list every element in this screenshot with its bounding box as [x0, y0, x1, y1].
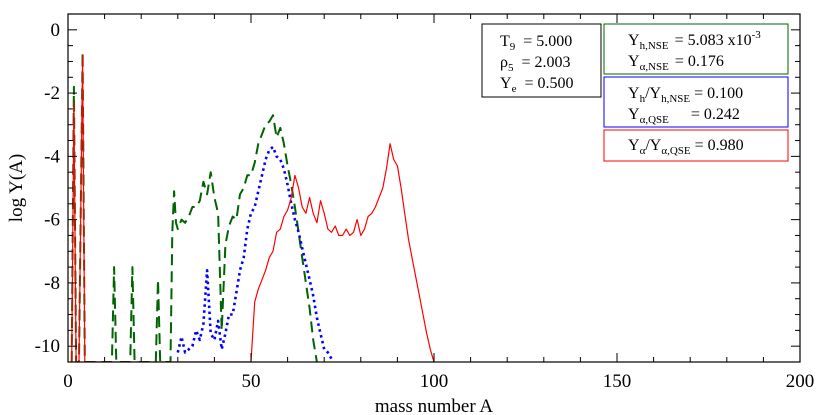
series-line-long-dash: [70, 51, 318, 362]
legend-qse-line-2: Yα,QSE = 0.242: [628, 106, 740, 126]
y-tick-label: -4: [44, 146, 60, 167]
legend-nse-line-1: Yh,NSE = 5.083 x10-3: [628, 29, 761, 52]
x-tick-label: 50: [242, 371, 261, 392]
y-tick-label: 0: [51, 20, 61, 41]
legend-box-qse: Yh/Yh,NSE = 0.100 Yα,QSE = 0.242: [603, 76, 789, 128]
series-line-solid: [71, 54, 435, 362]
y-tick-label: -10: [35, 336, 60, 357]
legend-alpha-line-1: Yα/Yα,QSE = 0.980: [628, 137, 744, 157]
x-tick-label: 200: [786, 371, 815, 392]
x-axis-label: mass number A: [375, 396, 493, 415]
x-tick-label: 150: [603, 371, 632, 392]
x-tick-label: 100: [420, 371, 449, 392]
condition-temperature: T9 = 5.000: [500, 33, 572, 53]
series-line-dotted: [176, 145, 333, 360]
condition-density: ρ5 = 2.003: [500, 54, 571, 74]
condition-electron-fraction: Ye = 0.500: [500, 75, 573, 95]
legend-qse-line-1: Yh/Yh,NSE = 0.100: [628, 85, 743, 105]
conditions-box: T9 = 5.000 ρ5 = 2.003 Ye = 0.500: [481, 23, 602, 98]
legend-box-nse: Yh,NSE = 5.083 x10-3 Yα,NSE = 0.176: [603, 23, 789, 75]
series-layer: [70, 51, 435, 362]
y-tick-label: -2: [44, 83, 60, 104]
legend-box-alpha: Yα/Yα,QSE = 0.980: [603, 129, 789, 162]
y-tick-label: -6: [44, 210, 60, 231]
y-tick-label: -8: [44, 273, 60, 294]
x-tick-label: 0: [63, 371, 73, 392]
ticks-layer: 0 50 100 150 200 0 -2 -4 -6 -8 -10: [35, 13, 815, 392]
legend-nse-line-2: Yα,NSE = 0.176: [628, 53, 724, 73]
y-axis-label: log Y(A): [6, 154, 27, 222]
